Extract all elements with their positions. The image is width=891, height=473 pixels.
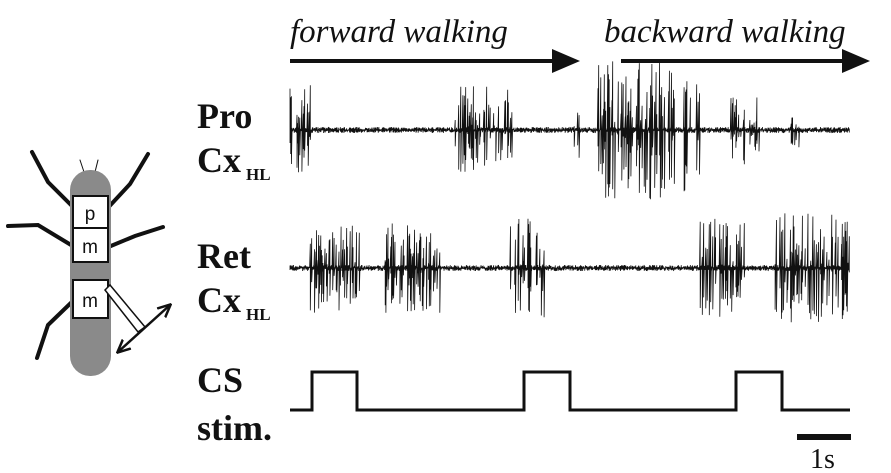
backward-arrow-head [842, 49, 870, 73]
forward-label: forward walking [290, 14, 508, 50]
forward-arrow-head [552, 49, 580, 73]
stim-trace [290, 372, 850, 410]
trace-subscript: HL [246, 165, 271, 184]
pro-trace [290, 61, 849, 199]
trace-label: Cx [197, 140, 241, 180]
scale-label: 1s [810, 444, 835, 473]
segment-label: p [85, 204, 96, 225]
stim-label: CS [197, 360, 243, 400]
figure: forward walking backward walking Pro Cx … [0, 0, 891, 473]
trace-subscript: HL [246, 305, 271, 324]
segment-label: m [82, 237, 98, 258]
stim-label: stim. [197, 408, 272, 448]
trace-label: Pro [197, 96, 252, 136]
trace-label: Ret [197, 236, 251, 276]
segment-label: m [82, 291, 98, 312]
ret-trace [290, 213, 849, 322]
backward-label: backward walking [604, 14, 846, 50]
trace-label: Cx [197, 280, 241, 320]
